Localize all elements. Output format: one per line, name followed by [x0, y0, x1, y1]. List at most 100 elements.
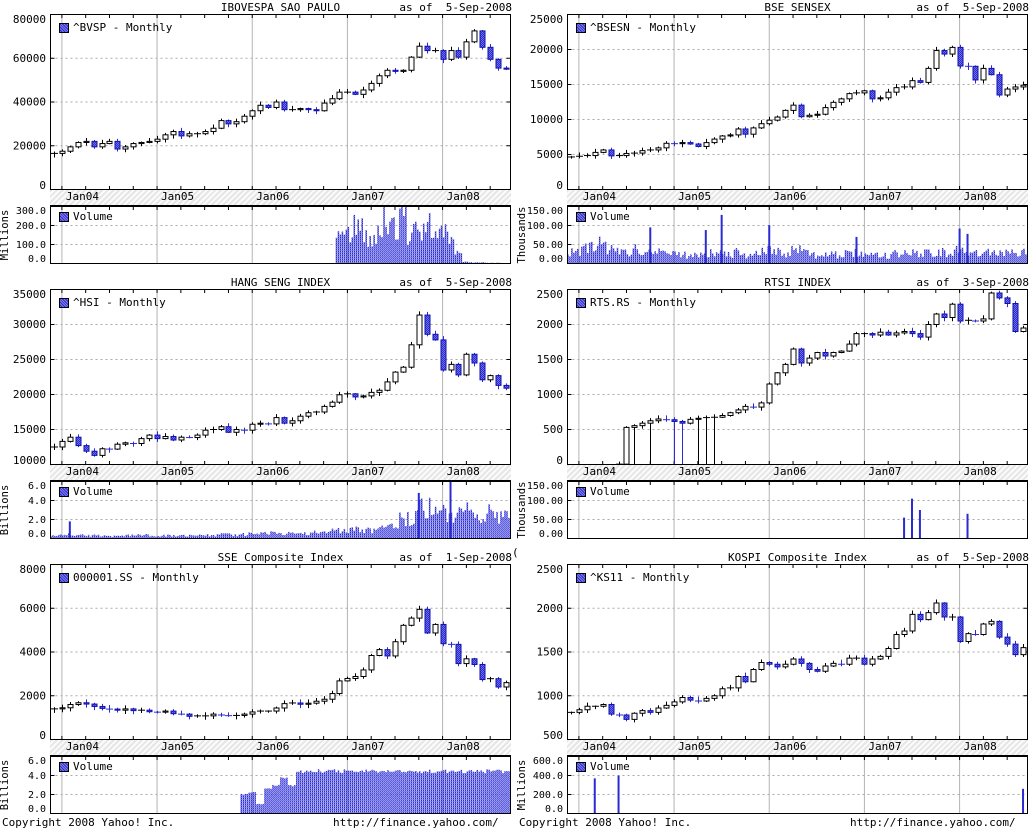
year-label: Jan04: [582, 740, 617, 753]
price-plot: 0 20000 40000 60000 80000: [13, 14, 511, 190]
series-legend-label: 000001.SS - Monthly: [73, 571, 199, 584]
tick-label: 2.0: [28, 515, 46, 526]
tick-label: 50.00: [533, 515, 563, 526]
tick-label: 100.00: [527, 496, 563, 507]
volume-grid: [50, 481, 511, 539]
series-legend-label: RTS.RS - Monthly: [590, 296, 696, 309]
series-legend: ^KS11 - Monthly: [576, 571, 689, 584]
chart-titlebar: RTSI INDEX as of 3-Sep-2008: [517, 275, 1034, 289]
volume-border: [567, 756, 1028, 814]
volume-panel: 0.00 50.00 100.00 150.00 Thousands Volume: [516, 481, 1034, 539]
series-legend: RTS.RS - Monthly: [576, 296, 696, 309]
year-label: Jan08: [446, 740, 480, 753]
volume-legend-label: Volume: [73, 485, 113, 498]
series-legend-label: ^BVSP - Monthly: [73, 21, 173, 34]
price-border: [50, 289, 511, 465]
year-label: Jan05: [678, 465, 712, 478]
year-label: Jan08: [446, 465, 480, 478]
date-axis-strip: Jan04 Jan05 Jan06 Jan07 Jan08: [567, 190, 1028, 206]
year-label: Jan07: [868, 190, 902, 203]
price-border: [50, 14, 511, 190]
volume-legend: Volume: [59, 210, 113, 223]
legend-swatch-icon: [576, 297, 586, 308]
volume-unit-label: Millions: [0, 209, 11, 261]
volume-border: [50, 481, 511, 539]
tick-label: 2500: [537, 564, 564, 576]
price-grid: [567, 14, 1028, 190]
tick-label: 500: [543, 729, 563, 740]
candles: [568, 599, 1027, 723]
year-label: Jan06: [773, 740, 807, 753]
as-of-label: as of 5-Sep-2008: [399, 1, 512, 14]
year-label: Jan04: [65, 190, 100, 203]
candles: [51, 311, 510, 458]
series-legend: ^HSI - Monthly: [59, 296, 166, 309]
year-label: Jan07: [868, 465, 902, 478]
date-axis-strip: Jan04 Jan05 Jan06 Jan07 Jan08: [50, 740, 511, 756]
series-legend-label: ^KS11 - Monthly: [590, 571, 690, 584]
as-of-label: as of 3-Sep-2008: [916, 276, 1029, 289]
tick-label: 6000: [20, 602, 47, 615]
as-of-label: as of 5-Sep-2008: [399, 276, 512, 289]
volume-swatch-icon: [59, 761, 69, 772]
price-plot: 0 500 1000 1500 2000 2500: [537, 289, 1028, 465]
tick-label: 30000: [13, 318, 46, 331]
volume-panel: 0.0 200.0 400.0 600.0 Millions Volume: [516, 756, 1034, 814]
price-plot: 0 2000 4000 6000 8000: [20, 564, 511, 740]
copyright-text-left: Copyright 2008 Yahoo! Inc.: [2, 816, 175, 828]
year-label: Jan05: [161, 740, 195, 753]
tick-label: 10000: [530, 113, 563, 126]
series-legend: ^BVSP - Monthly: [59, 21, 172, 34]
volume-grid: [50, 206, 511, 264]
tick-label: 10000: [13, 454, 46, 465]
price-plot: 0 5000 10000 15000 20000 25000: [530, 14, 1028, 190]
tick-label: 2000: [537, 318, 564, 331]
volume-legend: Volume: [576, 485, 630, 498]
copyright-text-right: Copyright 2008 Yahoo! Inc.: [519, 816, 692, 828]
year-label: Jan05: [678, 740, 712, 753]
chart-title: RTSI INDEX: [764, 276, 831, 289]
date-axis-strip: Jan04 Jan05 Jan06 Jan07 Jan08: [567, 465, 1028, 481]
volume-plot: 0.00 50.00 100.00 150.00: [527, 206, 1028, 264]
chart-3: RTSI INDEX as of 3-Sep-2008 0 500 1000 1500 20…: [516, 275, 1034, 539]
legend-swatch-icon: [59, 572, 69, 583]
chart-titlebar: HANG SENG INDEX as of 5-Sep-2008: [0, 275, 517, 289]
legend-swatch-icon: [576, 22, 586, 33]
volume-swatch-icon: [576, 761, 586, 772]
price-border: [567, 14, 1028, 190]
chart-1: BSE SENSEX as of 5-Sep-2008 0 5000 10000 1500…: [516, 0, 1034, 264]
tick-label: 2.0: [28, 790, 46, 801]
candles: [616, 290, 1027, 465]
chart-0: IBOVESPA SAO PAULO as of 5-Sep-2008 0 20000…: [0, 0, 517, 264]
year-label: Jan05: [161, 465, 195, 478]
volume-legend-label: Volume: [73, 210, 113, 223]
year-label: Jan04: [65, 740, 100, 753]
price-grid: [50, 289, 511, 465]
volume-unit-label: Billions: [0, 484, 11, 536]
tick-label: 400.0: [533, 771, 563, 782]
series-legend: ^BSESN - Monthly: [576, 21, 696, 34]
volume-plot: 0.00 50.00 100.00 150.00: [527, 481, 1028, 539]
tick-label: 6.0: [28, 756, 46, 767]
year-label: Jan05: [678, 190, 712, 203]
url-text-left: http://finance.yahoo.com/: [333, 816, 499, 828]
tick-label: 0: [39, 179, 46, 190]
tick-label: 25000: [530, 14, 563, 26]
volume-border: [567, 481, 1028, 539]
price-border: [567, 289, 1028, 465]
tick-label: 4000: [20, 646, 47, 659]
tick-label: 0.0: [28, 254, 46, 264]
series-legend: 000001.SS - Monthly: [59, 571, 199, 584]
tick-label: 500: [543, 423, 563, 436]
volume-plot: 0.0 100.0 200.0 300.0: [16, 206, 511, 264]
volume-legend: Volume: [576, 760, 630, 773]
series-legend-label: ^HSI - Monthly: [73, 296, 166, 309]
tick-label: 150.00: [527, 481, 563, 492]
tick-label: 40000: [13, 96, 46, 109]
year-label: Jan06: [256, 190, 290, 203]
year-label: Jan06: [256, 740, 290, 753]
volume-border: [567, 206, 1028, 264]
footer-row: Copyright 2008 Yahoo! Inc. http://financ…: [0, 814, 1034, 828]
legend-swatch-icon: [576, 572, 586, 583]
volume-swatch-icon: [59, 486, 69, 497]
